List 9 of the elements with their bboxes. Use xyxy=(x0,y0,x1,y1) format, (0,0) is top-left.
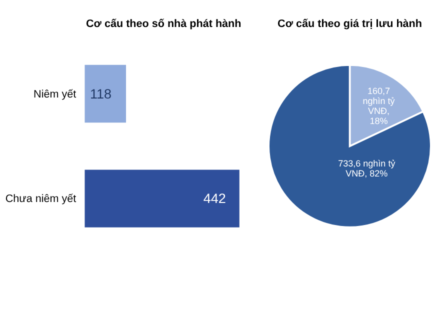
data-label: 118 xyxy=(90,86,112,102)
chart-title: Cơ cấu theo số nhà phát hành xyxy=(86,18,242,30)
chart-title: Cơ cấu theo giá trị lưu hành xyxy=(278,18,422,30)
y-tick-label: Niêm yết xyxy=(34,88,76,100)
data-label: 442 xyxy=(203,191,226,206)
data-label: 160,7 nghìn tỷ VNĐ, 18% xyxy=(362,86,396,126)
y-tick-label: Chưa niêm yết xyxy=(5,193,76,206)
data-label: 733,6 nghìn tỷ VNĐ, 82% xyxy=(338,158,396,178)
pie-slice xyxy=(268,64,432,228)
